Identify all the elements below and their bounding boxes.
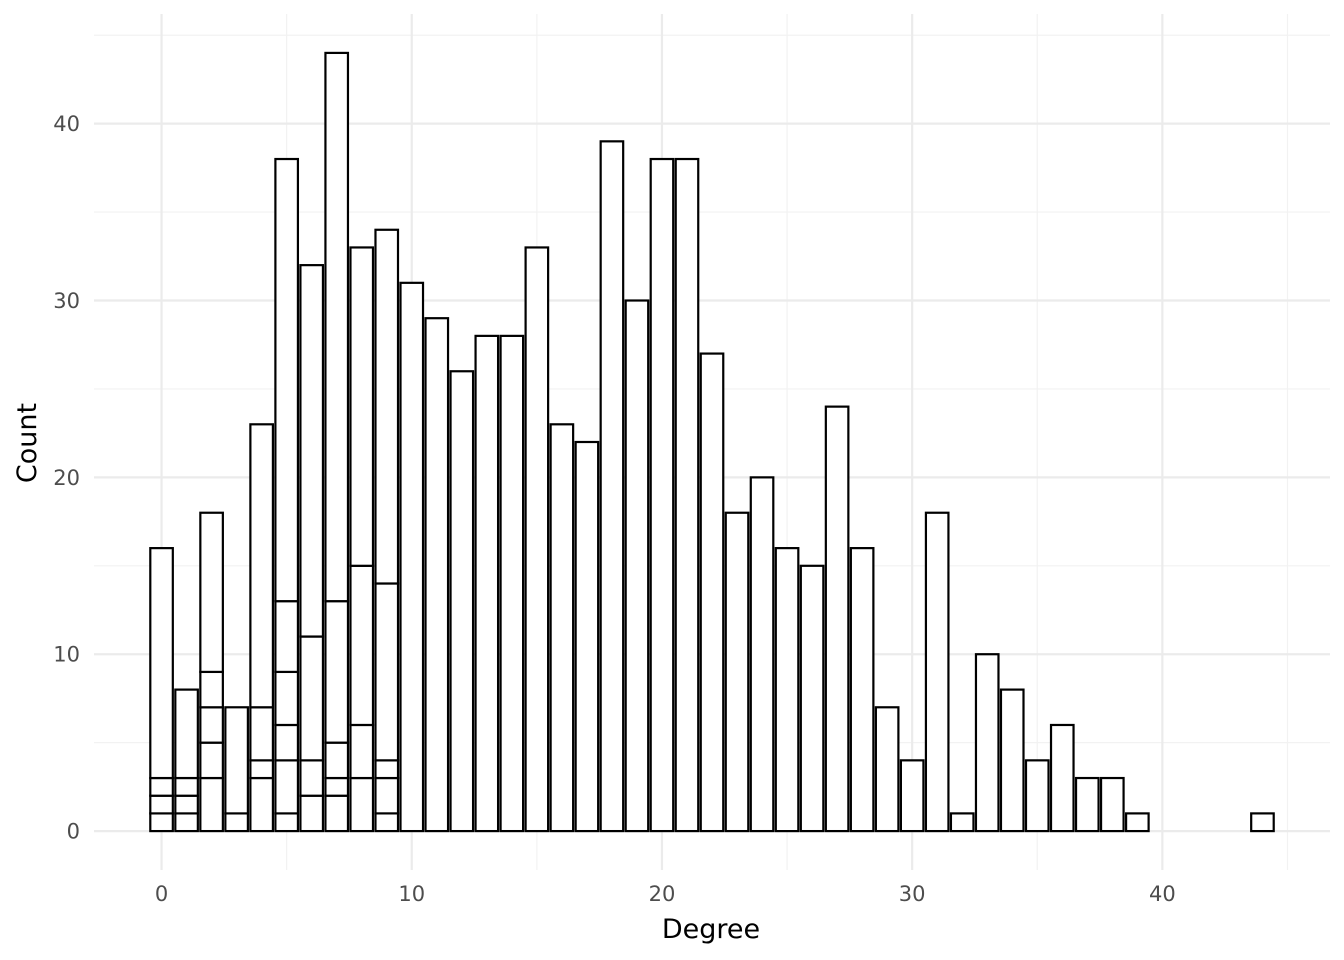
histogram-bar-segment — [274, 600, 300, 674]
histogram-bar-segment — [874, 706, 900, 833]
y-axis-tick-labels: 0 10 20 30 40 — [53, 112, 80, 843]
x-tick-label: 40 — [1149, 882, 1176, 906]
histogram-bar-segment — [349, 564, 375, 727]
histogram-bar-segment — [199, 670, 224, 709]
histogram-bar-segment — [924, 511, 950, 833]
histogram-bar-segment — [249, 776, 275, 833]
histogram-bar-segment — [149, 776, 174, 797]
y-axis-title: Count — [12, 403, 43, 483]
x-tick-label: 10 — [398, 882, 425, 906]
histogram-bar-segment — [224, 812, 249, 833]
histogram-bar-segment — [649, 157, 675, 833]
y-tick-label: 0 — [67, 820, 80, 844]
histogram-bar-segment — [299, 264, 325, 638]
histogram-bar-segment — [1124, 812, 1150, 833]
x-tick-label: 30 — [899, 882, 926, 906]
histogram-bar-segment — [149, 794, 174, 815]
histogram-bar-segment — [374, 776, 400, 815]
histogram-bar-segment — [349, 776, 375, 833]
histogram-bar-segment — [374, 582, 400, 762]
histogram-bar-segment — [274, 670, 300, 727]
histogram-bar-segment — [774, 547, 800, 833]
histogram-bar-segment — [199, 741, 224, 780]
histogram-bar-segment — [374, 759, 400, 780]
y-tick-label: 30 — [53, 289, 80, 313]
histogram-bar-segment — [349, 246, 375, 567]
histogram-bar-segment — [499, 334, 525, 833]
histogram-bar-segment — [699, 352, 725, 833]
histogram-bar-segment — [249, 423, 275, 709]
histogram-bar-segment — [724, 511, 750, 833]
histogram-bar-segment — [324, 741, 350, 780]
histogram-bar-segment — [999, 688, 1025, 833]
histogram-bar-segment — [174, 688, 199, 780]
histogram-bar-segment — [149, 812, 174, 833]
histogram-bar-segment — [149, 547, 174, 780]
histogram-bar-segment — [174, 812, 199, 833]
histogram-bar-segment — [574, 440, 600, 833]
histogram-bar-segment — [324, 600, 350, 744]
histogram-bar-segment — [299, 794, 325, 833]
histogram-bar-segment — [974, 653, 1000, 833]
histogram-bar-segment — [174, 794, 199, 815]
histogram-bar-segment — [399, 281, 425, 833]
histogram-bar-segment — [1049, 723, 1075, 833]
histogram-bar-segment — [624, 299, 650, 833]
x-axis-title: Degree — [662, 914, 760, 945]
histogram-bar-segment — [324, 51, 350, 603]
histogram-bar-segment — [249, 706, 275, 762]
histogram-bar-segment — [174, 776, 199, 797]
histogram-bar-segment — [674, 157, 700, 833]
histogram-bar-segment — [324, 794, 350, 833]
histogram-bar-segment — [949, 812, 975, 833]
histogram-bar-segment — [374, 228, 400, 585]
histogram-bar-segment — [274, 723, 300, 762]
histogram-bars — [149, 51, 1275, 833]
histogram-bar-segment — [274, 759, 300, 815]
histogram-bar-segment — [524, 246, 550, 833]
x-tick-label: 20 — [649, 882, 676, 906]
histogram-bar-segment — [549, 423, 575, 833]
histogram-bar-segment — [599, 140, 625, 833]
histogram-bar-segment — [1074, 776, 1100, 833]
x-axis-tick-labels: 0 10 20 30 40 — [155, 882, 1176, 906]
histogram-bar-segment — [1250, 812, 1275, 833]
histogram-bar-segment — [249, 759, 275, 780]
y-tick-label: 20 — [53, 466, 80, 490]
histogram-bar-segment — [374, 812, 400, 833]
histogram-bar-segment — [799, 564, 825, 833]
histogram-bar-segment — [224, 706, 249, 815]
histogram-bar-segment — [899, 759, 925, 833]
histogram-bar-segment — [1099, 776, 1125, 833]
histogram-bar-segment — [299, 635, 325, 762]
histogram-bar-segment — [849, 547, 875, 833]
histogram-bar-segment — [274, 812, 300, 833]
histogram-bar-segment — [474, 334, 500, 833]
histogram-bar-segment — [199, 511, 224, 674]
histogram-bar-segment — [199, 776, 224, 833]
y-tick-label: 40 — [53, 112, 80, 136]
y-tick-label: 10 — [53, 643, 80, 667]
histogram-bar-segment — [824, 405, 850, 833]
histogram-bar-segment — [199, 706, 224, 744]
x-tick-label: 0 — [155, 882, 168, 906]
histogram-bar-segment — [1024, 759, 1050, 833]
histogram-bar-segment — [274, 157, 300, 603]
histogram-bar-segment — [299, 759, 325, 797]
histogram-bar-segment — [424, 317, 450, 833]
histogram-bar-segment — [749, 476, 775, 833]
histogram-bar-segment — [324, 776, 350, 797]
histogram-bar-segment — [449, 370, 475, 833]
histogram-bar-segment — [349, 723, 375, 780]
